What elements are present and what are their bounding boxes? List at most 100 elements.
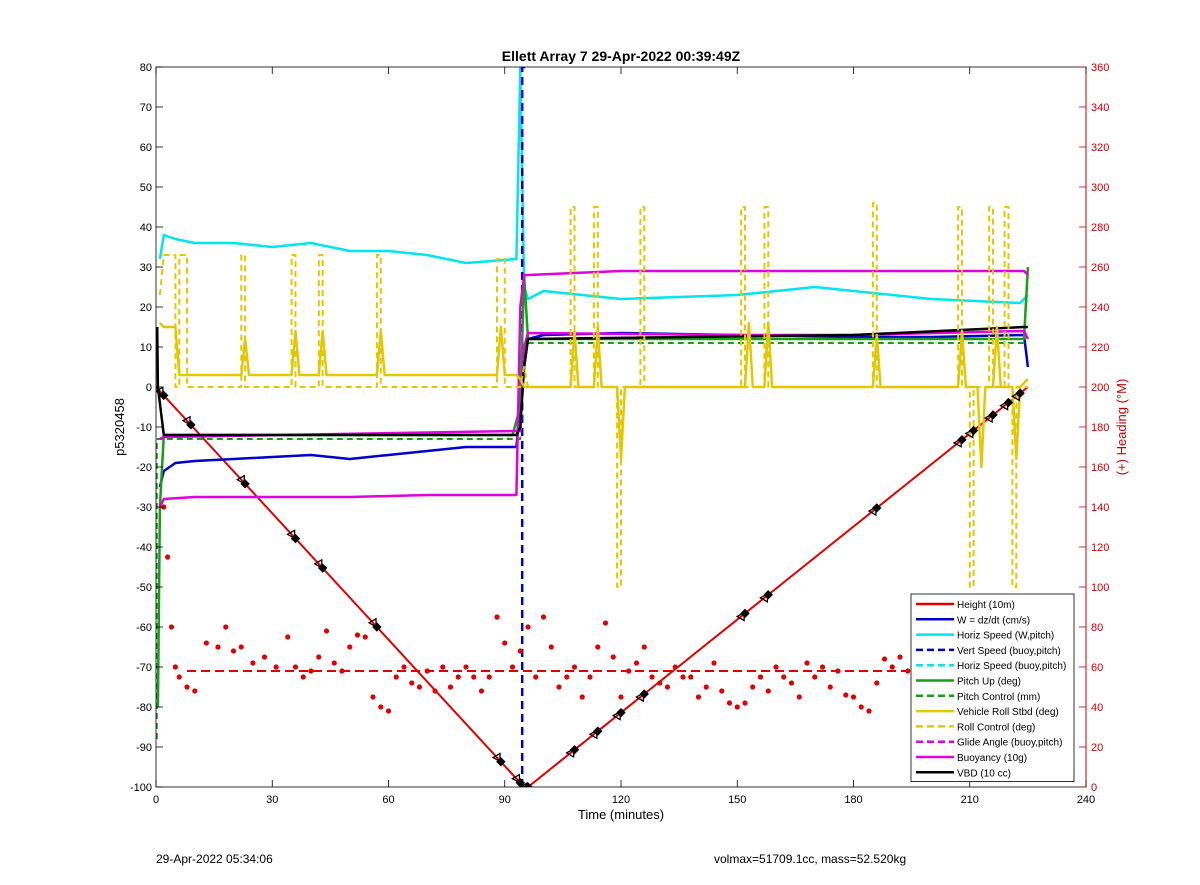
heading-point xyxy=(168,624,175,630)
y-tick-right-label: 300 xyxy=(1091,182,1109,194)
heading-point xyxy=(734,704,740,710)
heading-point xyxy=(742,700,748,706)
heading-point xyxy=(385,708,392,714)
series-line-6 xyxy=(158,269,1029,508)
heading-point xyxy=(626,668,632,674)
series-line-5 xyxy=(156,342,1024,739)
y-tick-left-label: 80 xyxy=(140,62,152,74)
y-tick-left-label: 30 xyxy=(140,262,152,274)
depth-marker xyxy=(957,435,967,445)
chart-title: Ellett Array 7 29-Apr-2022 00:39:49Z xyxy=(502,48,741,64)
heading-point xyxy=(192,688,198,694)
heading-point xyxy=(502,640,508,646)
y-tick-left-label: 60 xyxy=(140,142,152,154)
legend-item-label: Buoyancy (10g) xyxy=(957,753,1027,764)
depth-marker xyxy=(740,608,750,619)
legend-item-label: Glide Angle (buoy,pitch) xyxy=(957,738,1062,749)
legend-item-label: Pitch Up (deg) xyxy=(957,677,1021,688)
heading-point xyxy=(796,694,802,700)
y-tick-right-label: 120 xyxy=(1091,542,1109,554)
footer-info: volmax=51709.1cc, mass=52.520kg xyxy=(714,852,907,866)
heading-point xyxy=(223,624,229,630)
legend-item-label: Roll Control (deg) xyxy=(957,722,1035,733)
legend-item-label: W = dz/dt (cm/s) xyxy=(957,615,1030,626)
depth-marker xyxy=(763,590,773,600)
heading-point xyxy=(378,704,384,710)
heading-point xyxy=(323,628,330,634)
depth-marker xyxy=(872,503,882,513)
depth-marker xyxy=(1003,397,1014,408)
series-line-3 xyxy=(520,67,527,787)
depth-marker xyxy=(181,415,191,426)
heading-point xyxy=(165,554,171,560)
heading-point xyxy=(339,668,345,674)
heading-point xyxy=(726,700,733,706)
y-tick-right-label: 0 xyxy=(1091,782,1097,794)
y-tick-left-label: -80 xyxy=(136,702,152,714)
heading-point xyxy=(602,620,609,626)
heading-point xyxy=(881,656,888,662)
legend-item-label: Vehicle Roll Stbd (deg) xyxy=(957,707,1059,718)
heading-point xyxy=(858,704,864,710)
depth-marker xyxy=(317,563,328,573)
y-tick-left-label: 70 xyxy=(140,102,152,114)
x-tick-label: 210 xyxy=(961,794,979,806)
heading-point xyxy=(331,660,337,666)
legend-item-label: Pitch Control (mm) xyxy=(957,692,1040,703)
heading-point xyxy=(548,644,554,650)
heading-point xyxy=(273,664,279,670)
heading-point xyxy=(354,632,361,638)
heading-point xyxy=(370,694,376,700)
heading-point xyxy=(657,680,663,686)
series-layer xyxy=(156,67,1030,787)
heading-point xyxy=(238,644,244,650)
heading-point xyxy=(250,660,256,666)
heading-point xyxy=(525,624,531,630)
heading-point xyxy=(564,674,570,680)
heading-point xyxy=(897,654,903,660)
heading-point xyxy=(850,694,857,700)
y-tick-right-label: 40 xyxy=(1091,702,1103,714)
depth-marker xyxy=(593,726,603,736)
heading-point xyxy=(703,684,709,690)
heading-point xyxy=(300,674,306,680)
y-tick-left-label: -50 xyxy=(136,582,152,594)
depth-marker xyxy=(496,757,506,767)
heading-point xyxy=(172,664,178,670)
y-tick-left-label: 40 xyxy=(140,222,152,234)
y-tick-right-label: 160 xyxy=(1091,462,1109,474)
heading-point xyxy=(478,688,485,694)
x-axis-label: Time (minutes) xyxy=(578,807,664,822)
y-axis-left-label: p5320458 xyxy=(112,398,127,456)
heading-point xyxy=(773,664,779,670)
y-tick-right-label: 100 xyxy=(1091,582,1109,594)
heading-point xyxy=(540,614,547,620)
heading-point xyxy=(308,668,314,674)
heading-point xyxy=(517,648,523,654)
heading-point xyxy=(440,664,446,670)
heading-point xyxy=(409,680,415,686)
axes-layer: 0 30 60 90 120 150 180 210 240-100-90-80-70-60-5… xyxy=(130,62,1109,806)
y-tick-right-label: 280 xyxy=(1091,222,1109,234)
heading-point xyxy=(432,688,438,694)
x-tick-label: 150 xyxy=(728,794,746,806)
x-tick-label: 180 xyxy=(844,794,862,806)
heading-point xyxy=(719,688,725,694)
y-tick-right-label: 240 xyxy=(1091,302,1109,314)
heading-point xyxy=(610,654,616,660)
heading-point xyxy=(285,634,291,640)
heading-point xyxy=(641,644,647,650)
heading-point xyxy=(176,674,182,680)
legend-item-label: Horiz Speed (buoy,pitch) xyxy=(957,661,1066,672)
x-tick-label: 120 xyxy=(612,794,630,806)
footer-timestamp: 29-Apr-2022 05:34:06 xyxy=(156,852,273,866)
y-tick-left-label: -100 xyxy=(130,782,152,794)
legend-box xyxy=(910,593,1075,783)
x-tick-label: 90 xyxy=(499,794,511,806)
depth-marker xyxy=(988,410,998,420)
heading-point xyxy=(827,684,833,690)
heading-point xyxy=(556,684,562,690)
y-tick-left-label: -10 xyxy=(136,422,152,434)
legend-item-label: Height (10m) xyxy=(957,600,1015,611)
